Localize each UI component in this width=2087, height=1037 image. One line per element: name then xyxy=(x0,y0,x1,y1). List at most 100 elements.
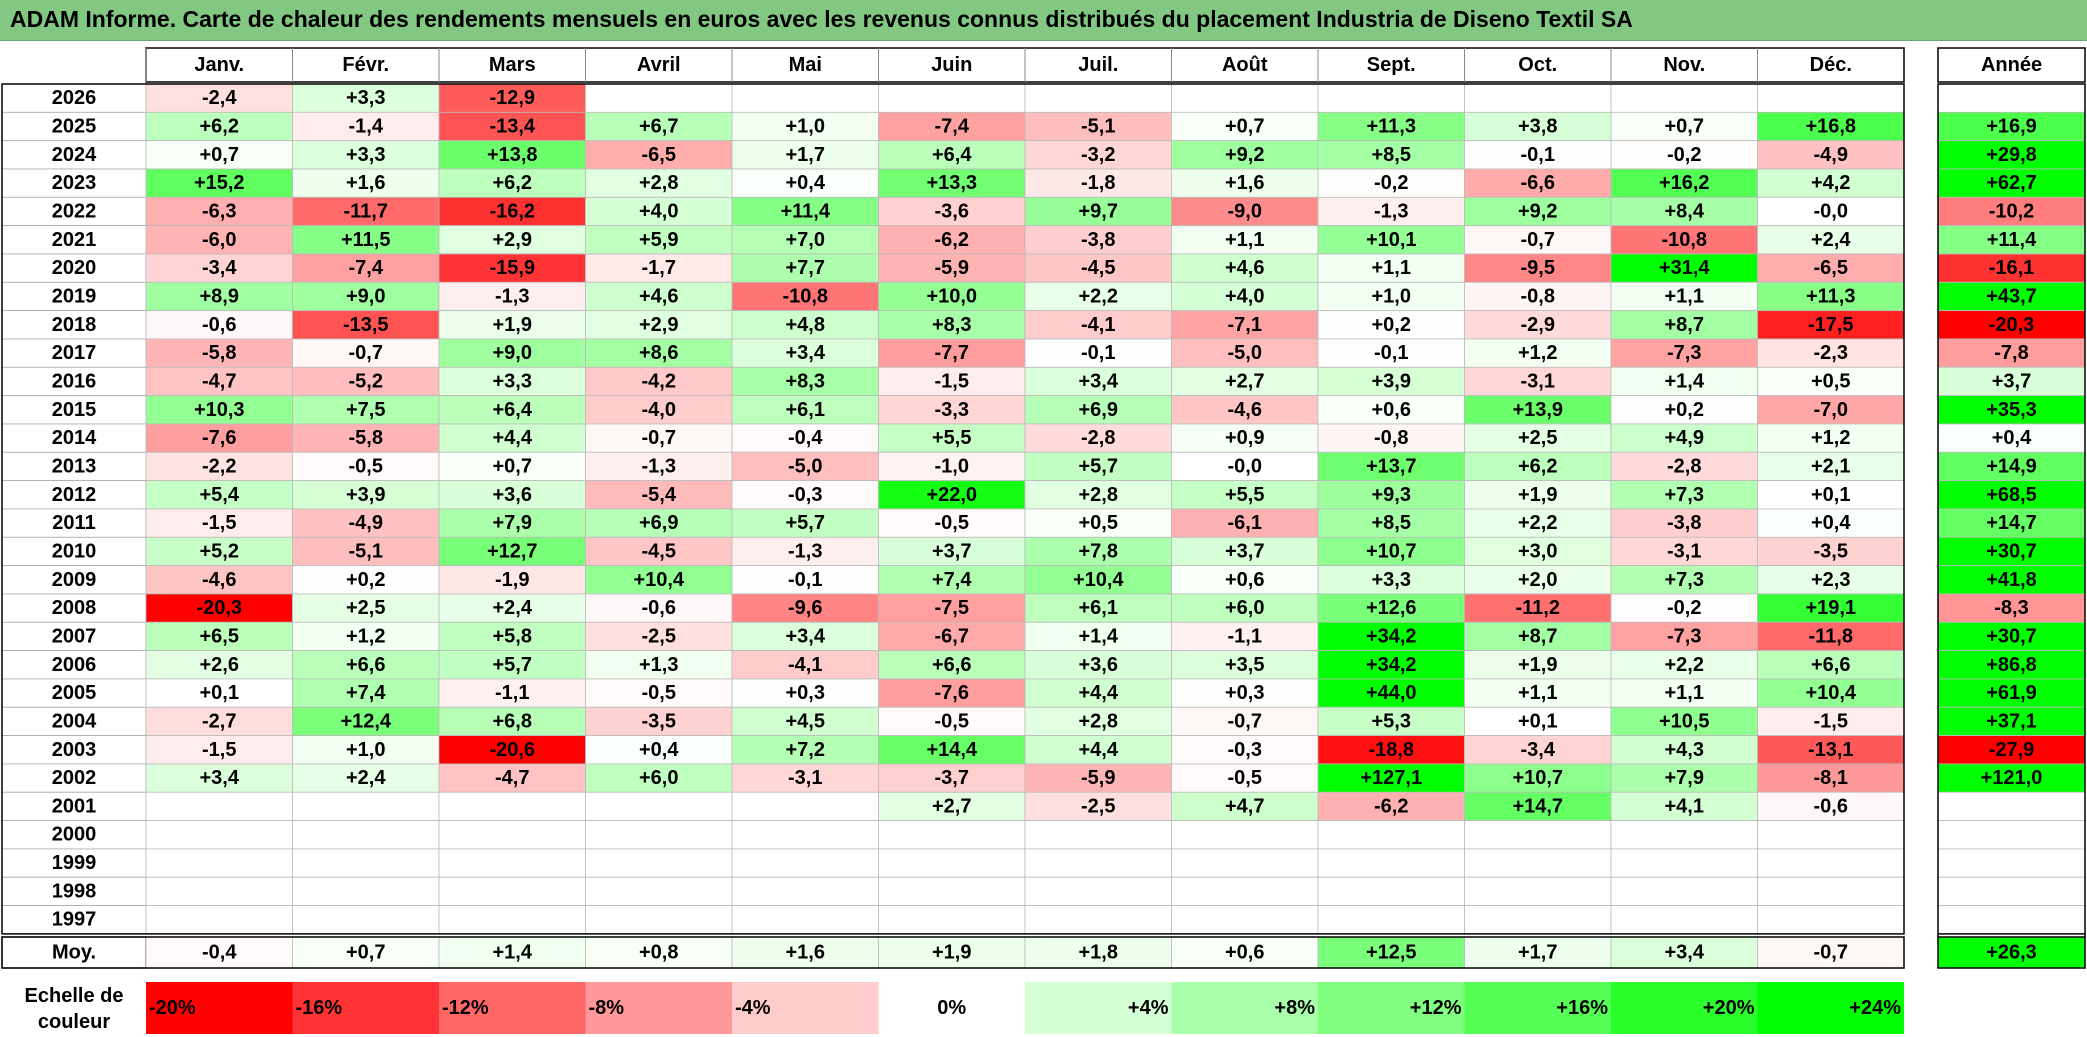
heatmap-cell-value: -5,1 xyxy=(1081,115,1115,137)
heatmap-cell-value: -0,5 xyxy=(349,455,383,477)
heatmap-cell-value: +3,6 xyxy=(493,484,532,506)
annual-cell xyxy=(1937,905,2086,935)
annual-cell xyxy=(1937,536,2086,567)
heatmap-cell xyxy=(1464,225,1612,255)
heatmap-cell xyxy=(1464,480,1612,510)
heatmap-cell xyxy=(878,565,1026,595)
heatmap-cell xyxy=(292,735,440,765)
heatmap-cell-value: +5,4 xyxy=(200,484,240,506)
heatmap-cell-value: -6,6 xyxy=(1521,172,1555,194)
heatmap-cell-value: +0,4 xyxy=(639,739,679,761)
heatmap-cell-value: -7,0 xyxy=(1814,399,1848,421)
heatmap-cell-value: +2,2 xyxy=(1079,285,1118,307)
heatmap-cell-value: +10,7 xyxy=(1512,767,1563,789)
heatmap-cell-value: +0,3 xyxy=(786,682,825,704)
heatmap-cell-value: -5,4 xyxy=(642,484,677,506)
heatmap-cell xyxy=(878,451,1026,482)
heatmap-cell xyxy=(1757,650,1905,680)
heatmap-cell-value: -0,7 xyxy=(349,342,383,364)
heatmap-cell xyxy=(438,140,586,170)
heatmap-cell xyxy=(585,423,733,453)
heatmap-cell xyxy=(1171,565,1319,595)
heatmap-cell-value: -0,2 xyxy=(1374,172,1408,194)
heatmap-cell xyxy=(585,791,733,821)
heatmap-cell xyxy=(878,536,1026,567)
heatmap-cell-value: +8,7 xyxy=(1665,314,1704,336)
heatmap-cell-value: +7,4 xyxy=(932,569,972,591)
heatmap-cell xyxy=(585,451,733,482)
heatmap-cell xyxy=(1464,593,1612,623)
heatmap-cell-value: +4,4 xyxy=(493,427,533,449)
heatmap-cell-value: +10,1 xyxy=(1366,229,1417,251)
annual-header-cell xyxy=(1937,47,2086,83)
heatmap-cell xyxy=(145,395,293,425)
heatmap-cell xyxy=(1171,650,1319,680)
heatmap-cell-value: +4,3 xyxy=(1665,739,1704,761)
heatmap-cell-value: -4,9 xyxy=(1814,144,1848,166)
heatmap-cell xyxy=(731,536,879,567)
heatmap-cell-value: +13,3 xyxy=(926,172,977,194)
heatmap-cell-value: -7,4 xyxy=(935,115,970,137)
color-scale-tick-label: 0% xyxy=(937,997,966,1019)
heatmap-cell xyxy=(1317,451,1465,482)
year-label-cell xyxy=(1,536,147,567)
month-header: Août xyxy=(1222,54,1268,76)
heatmap-cell-value: +3,0 xyxy=(1518,540,1557,562)
heatmap-cell xyxy=(878,338,1026,368)
color-scale-tick-label: -4% xyxy=(735,997,771,1019)
heatmap-cell xyxy=(1464,678,1612,708)
heatmap-cell xyxy=(438,848,586,878)
heatmap-cell xyxy=(1317,225,1465,255)
heatmap-cell xyxy=(1171,480,1319,510)
heatmap-cell-value: +3,4 xyxy=(200,767,240,789)
heatmap-cell-value: +6,8 xyxy=(493,710,532,732)
heatmap-cell xyxy=(731,678,879,708)
heatmap-cell xyxy=(292,395,440,425)
color-scale-tick-label: -16% xyxy=(296,997,343,1019)
heatmap-cell xyxy=(1317,621,1465,652)
heatmap-cell-value: +0,4 xyxy=(786,172,826,194)
heatmap-cell-value: -20,3 xyxy=(196,597,242,619)
heatmap-cell-value: -5,2 xyxy=(349,370,383,392)
heatmap-cell xyxy=(1024,593,1172,623)
heatmap-cell-value: +6,2 xyxy=(200,115,239,137)
heatmap-cell xyxy=(731,565,879,595)
year-label-cell xyxy=(1,650,147,680)
heatmap-cell-value: -0,7 xyxy=(1228,710,1262,732)
annual-cell xyxy=(1937,196,2086,227)
heatmap-cell-value: +5,2 xyxy=(200,540,239,562)
heatmap-cell-value: +0,1 xyxy=(200,682,239,704)
table-border xyxy=(1,83,1905,935)
month-header: Avril xyxy=(637,54,681,76)
heatmap-cell-value: +7,8 xyxy=(1079,540,1118,562)
heatmap-cell-value: +2,4 xyxy=(1811,229,1851,251)
average-annual-value: +26,3 xyxy=(1986,942,2037,964)
heatmap-cell xyxy=(1610,735,1758,765)
heatmap-cell-value: -1,5 xyxy=(202,512,236,534)
heatmap-cell xyxy=(1757,536,1905,567)
heatmap-cell-value: +19,1 xyxy=(1805,597,1856,619)
heatmap-cell xyxy=(878,508,1026,538)
heatmap-cell-value: +8,5 xyxy=(1372,512,1411,534)
heatmap-cell-value: +3,9 xyxy=(1372,370,1411,392)
annual-cell xyxy=(1937,366,2086,397)
heatmap-cell xyxy=(1757,281,1905,312)
heatmap-cell-value: +2,2 xyxy=(1518,512,1557,534)
annual-cell xyxy=(1937,848,2086,878)
year-label-cell xyxy=(1,508,147,538)
heatmap-cell xyxy=(1171,310,1319,340)
title-bar: ADAM Informe. Carte de chaleur des rende… xyxy=(0,0,2087,41)
heatmap-cell xyxy=(878,706,1026,736)
year-label-cell xyxy=(1,253,147,283)
heatmap-cell-value: -3,1 xyxy=(1521,370,1555,392)
heatmap-cell-value: -1,3 xyxy=(642,455,676,477)
heatmap-cell-value: -8,1 xyxy=(1814,767,1848,789)
color-scale-swatch xyxy=(732,982,879,1034)
annual-column-border xyxy=(1937,83,2086,935)
year-label-cell xyxy=(1,876,147,906)
annual-cell-value: +11,4 xyxy=(1987,229,2037,251)
heatmap-cell-value: -6,2 xyxy=(1374,795,1408,817)
heatmap-cell-value: +3,4 xyxy=(1079,370,1119,392)
heatmap-cell xyxy=(585,735,733,765)
heatmap-cell xyxy=(1024,735,1172,765)
